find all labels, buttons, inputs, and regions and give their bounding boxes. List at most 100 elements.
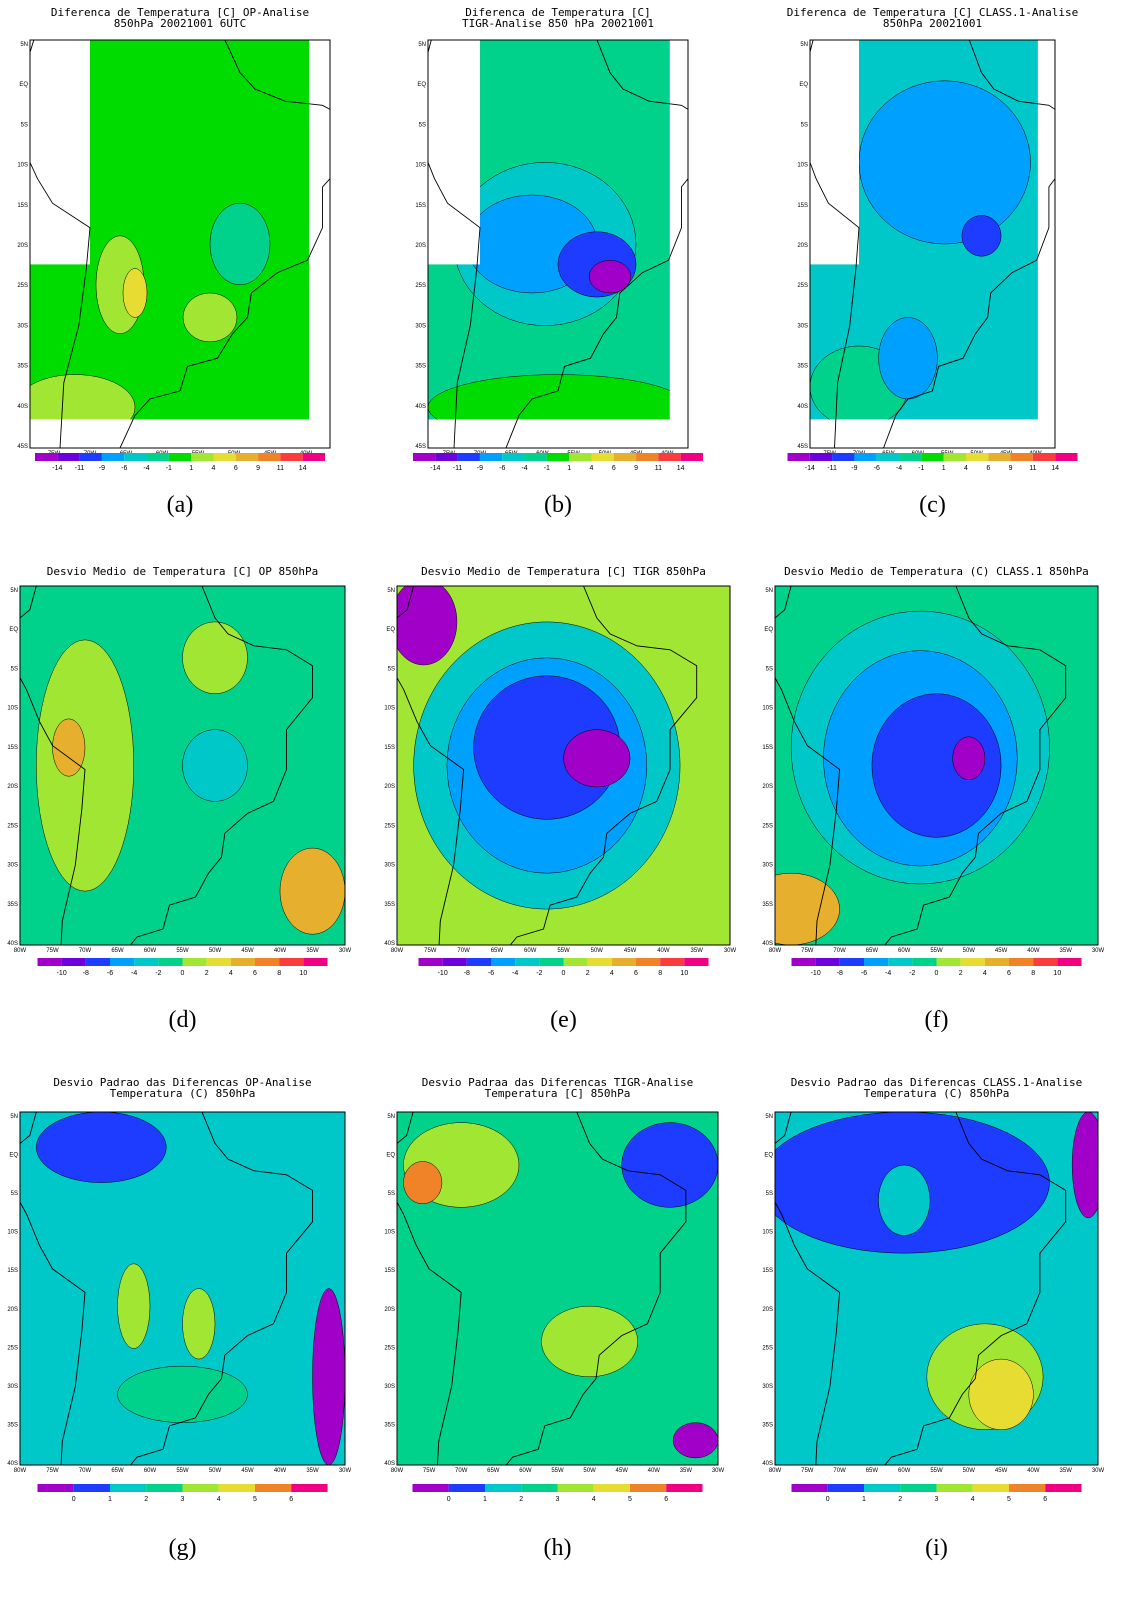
lon-label: 60W bbox=[144, 948, 157, 954]
lat-label: 15S bbox=[797, 203, 808, 209]
lon-label: 50W bbox=[209, 1468, 222, 1474]
lon-label: 75W bbox=[423, 1468, 436, 1474]
lat-label: 25S bbox=[17, 283, 28, 289]
colorbar-label: -2 bbox=[909, 970, 915, 977]
colorbar-swatch bbox=[1009, 958, 1034, 966]
colorbar-swatch bbox=[35, 453, 58, 461]
lat-label: 15S bbox=[762, 1268, 773, 1274]
lon-label: 70W bbox=[455, 1468, 468, 1474]
colorbar-swatch bbox=[280, 453, 303, 461]
lon-label: 50W bbox=[963, 948, 976, 954]
panel-title: Temperatura (C) 850hPa bbox=[864, 1087, 1010, 1100]
colorbar-label: 4 bbox=[592, 1496, 596, 1503]
colorbar-swatch bbox=[839, 958, 864, 966]
colorbar-label: -10 bbox=[811, 970, 821, 977]
colorbar-swatch bbox=[235, 453, 259, 461]
field-region bbox=[397, 586, 458, 666]
colorbar-swatch bbox=[864, 1484, 901, 1492]
lon-label: 45W bbox=[995, 1468, 1008, 1474]
lat-label: 40S bbox=[415, 404, 426, 410]
lon-label: 80W bbox=[391, 1468, 404, 1474]
colorbar-swatch bbox=[191, 453, 214, 461]
colorbar-label: 0 bbox=[72, 1496, 76, 1503]
colorbar-swatch bbox=[936, 1484, 973, 1492]
lon-label: 40W bbox=[657, 948, 670, 954]
colorbar-swatch bbox=[110, 1484, 147, 1492]
colorbar-swatch bbox=[972, 1484, 1009, 1492]
colorbar-swatch bbox=[660, 958, 685, 966]
colorbar-label: -4 bbox=[885, 970, 891, 977]
colorbar-label: -9 bbox=[477, 465, 483, 472]
lon-label: 80W bbox=[769, 948, 782, 954]
colorbar-label: -11 bbox=[827, 465, 837, 472]
lat-label: 20S bbox=[797, 243, 808, 249]
lat-label: 40S bbox=[384, 1461, 395, 1467]
lon-label: 30W bbox=[724, 948, 737, 954]
lon-label: 75W bbox=[424, 948, 437, 954]
field-region bbox=[403, 1161, 443, 1205]
lat-label: EQ bbox=[417, 82, 426, 88]
lat-label: 5S bbox=[388, 666, 395, 672]
colorbar-label: 2 bbox=[144, 1496, 148, 1503]
colorbar-swatch bbox=[630, 1484, 667, 1492]
colorbar-label: 0 bbox=[447, 1496, 451, 1503]
lon-label: 65W bbox=[111, 1468, 124, 1474]
field-region bbox=[122, 268, 148, 318]
mask bbox=[428, 40, 480, 265]
colorbar-label: 3 bbox=[935, 1496, 939, 1503]
colorbar-label: -8 bbox=[83, 970, 89, 977]
colorbar-label: 10 bbox=[1053, 970, 1061, 977]
field-region bbox=[36, 1112, 167, 1183]
lon-label: 65W bbox=[487, 1468, 500, 1474]
panel-caption: (f) bbox=[925, 1007, 949, 1033]
colorbar-swatch bbox=[524, 453, 547, 461]
colorbar-label: 11 bbox=[277, 465, 284, 472]
lon-label: 55W bbox=[176, 948, 189, 954]
lat-label: 10S bbox=[762, 706, 773, 712]
lat-label: 5S bbox=[801, 122, 808, 128]
colorbar-swatch bbox=[1033, 958, 1058, 966]
panel: Desvio Medio de Temperatura (C) CLASS.1 … bbox=[762, 565, 1104, 1033]
colorbar-swatch bbox=[658, 453, 681, 461]
lat-label: 40S bbox=[762, 941, 773, 947]
lat-label: EQ bbox=[764, 627, 773, 633]
lat-label: 5S bbox=[419, 122, 426, 128]
lat-label: 15S bbox=[17, 203, 28, 209]
colorbar-label: 6 bbox=[664, 1496, 668, 1503]
colorbar-swatch bbox=[876, 453, 900, 461]
colorbar-label: 4 bbox=[229, 970, 233, 977]
coastline bbox=[428, 40, 688, 448]
field-region bbox=[541, 1305, 638, 1377]
lat-label: 30S bbox=[762, 863, 773, 869]
colorbar-swatch bbox=[258, 453, 281, 461]
colorbar-swatch bbox=[515, 958, 540, 966]
lat-label: EQ bbox=[9, 627, 18, 633]
colorbar-swatch bbox=[832, 453, 855, 461]
field-region bbox=[968, 1358, 1034, 1430]
lon-label: 35W bbox=[1060, 948, 1073, 954]
panel-title: Desvio Medio de Temperatura [C] TIGR 850… bbox=[421, 565, 706, 578]
lat-label: 30S bbox=[7, 863, 18, 869]
colorbar-swatch bbox=[1045, 1484, 1082, 1492]
colorbar-label: 2 bbox=[898, 1496, 902, 1503]
colorbar-label: -14 bbox=[430, 465, 440, 472]
panel-title: TIGR-Analise 850 hPa 20021001 bbox=[462, 17, 654, 30]
colorbar-swatch bbox=[146, 1484, 183, 1492]
colorbar-swatch bbox=[587, 958, 612, 966]
coastline bbox=[397, 586, 698, 945]
colorbar-swatch bbox=[680, 453, 703, 461]
lat-label: EQ bbox=[386, 627, 395, 633]
colorbar-label: -1 bbox=[544, 465, 550, 472]
lat-label: 5N bbox=[800, 42, 808, 48]
colorbar-swatch bbox=[684, 958, 709, 966]
colorbar-label: 6 bbox=[612, 465, 616, 472]
colorbar-label: 0 bbox=[826, 1496, 830, 1503]
lat-label: 20S bbox=[762, 784, 773, 790]
colorbar-swatch bbox=[146, 453, 169, 461]
panel-title: Temperatura [C] 850hPa bbox=[485, 1087, 631, 1100]
colorbar-label: -11 bbox=[75, 465, 85, 472]
colorbar-label: 14 bbox=[677, 465, 685, 472]
lat-label: 25S bbox=[7, 823, 18, 829]
coastline bbox=[775, 1112, 1067, 1465]
map-frame bbox=[427, 39, 689, 449]
